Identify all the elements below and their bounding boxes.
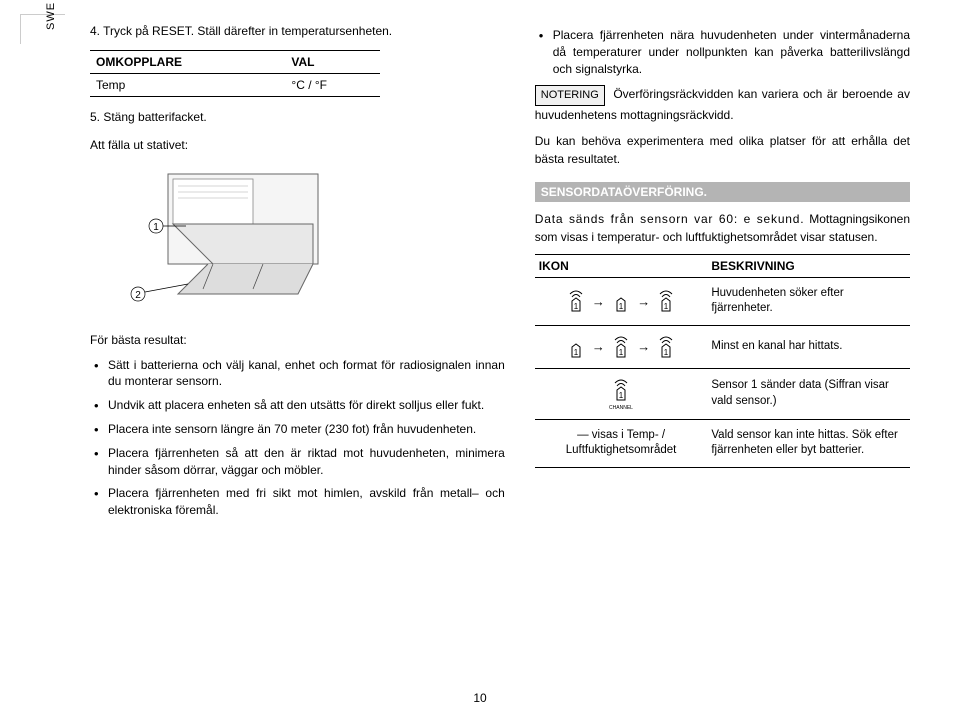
list-item: Placera fjärrenheten med fri sikt mot hi… [90,485,505,519]
arrow-icon: → [592,294,605,309]
notice-para2: Du kan behöva experimentera med olika pl… [535,132,910,168]
notice-tag: NOTERING [535,85,605,106]
right-top-list: Placera fjärrenheten nära huvudenheten u… [535,27,910,77]
signal-icon: 1 [655,334,677,360]
table-row: 1 CHANNEL Sensor 1 sänder data (Siffran v… [535,368,910,419]
table-row: 1 → 1 → 1 Huvudenheten söker efter fjärr… [535,277,910,325]
signal-icon: 1 [655,288,677,314]
svg-text:1: 1 [664,348,669,357]
step-4: 4. Tryck på RESET. Ställ därefter in tem… [90,23,505,40]
step-text: Tryck på RESET. Ställ därefter in temper… [103,24,392,38]
notice-para: NOTERING Överföringsräckvidden kan varie… [535,85,910,124]
step-num: 4. [90,24,103,38]
side-label: SWE [45,2,57,30]
svg-text:1: 1 [619,391,624,400]
step-num: 5. [90,110,103,124]
svg-text:1: 1 [664,302,669,311]
list-item: Sätt i batterierna och välj kanal, enhet… [90,357,505,391]
sensor-line1: Data sänds från sensorn var 60: e sekund… [535,212,805,226]
svg-text:2: 2 [135,290,141,301]
stand-diagram: 1 2 [118,164,505,317]
signal-icon: 1 [565,288,587,314]
icon-cell: 1 → 1 → 1 [535,325,708,368]
icon-cell: 1 → 1 → 1 [535,277,708,325]
right-column: Placera fjärrenheten nära huvudenheten u… [535,20,910,526]
signal-icon: 1 [565,334,587,360]
list-item: Placera fjärrenheten så att den är rikta… [90,445,505,479]
desc-cell: Minst en kanal har hittats. [707,325,910,368]
desc-cell: Vald sensor kan inte hittas. Sök efter f… [707,419,910,467]
signal-icon: 1 [610,334,632,360]
table-header: VAL [285,50,380,73]
arrow-icon: → [637,294,650,309]
table-cell: Temp [90,73,285,96]
arrow-icon: → [637,339,650,354]
icon-cell: 1 CHANNEL [535,368,708,419]
step-text: Stäng batterifacket. [103,110,206,124]
best-results-list: Sätt i batterierna och välj kanal, enhet… [90,357,505,519]
svg-text:1: 1 [619,348,624,357]
list-item: Undvik att placera enheten så att den ut… [90,397,505,414]
table-row: 1 → 1 → 1 Minst en kanal har hittats. [535,325,910,368]
svg-text:CHANNEL: CHANNEL [609,405,633,411]
svg-text:1: 1 [619,302,624,311]
left-column: 4. Tryck på RESET. Ställ därefter in tem… [90,20,505,526]
table-header: OMKOPPLARE [90,50,285,73]
best-results-title: För bästa resultat: [90,331,505,349]
table-header: IKON [535,254,708,277]
list-item: Placera fjärrenheten nära huvudenheten u… [535,27,910,77]
page-number: 10 [473,691,486,705]
table-row: — visas i Temp- / Luftfuktighetsområdet … [535,419,910,467]
icon-table: IKON BESKRIVNING 1 → 1 → 1 Huvudenheten … [535,254,910,468]
corner-rule [20,14,65,44]
svg-text:1: 1 [153,222,159,233]
table-cell: °C / °F [285,73,380,96]
svg-text:1: 1 [573,348,578,357]
svg-text:1: 1 [573,302,578,311]
desc-cell: Sensor 1 sänder data (Siffran visar vald… [707,368,910,419]
list-item: Placera inte sensorn längre än 70 meter … [90,421,505,438]
signal-channel-icon: 1 CHANNEL [608,377,634,411]
stativ-label: Att fälla ut stativet: [90,136,505,154]
desc-cell: Huvudenheten söker efter fjärrenheter. [707,277,910,325]
step-5: 5. Stäng batterifacket. [90,109,505,126]
signal-icon: 1 [610,288,632,314]
switch-table: OMKOPPLARE VAL Temp °C / °F [90,50,380,97]
sensor-text: Data sänds från sensorn var 60: e sekund… [535,210,910,246]
content-columns: 4. Tryck på RESET. Ställ därefter in tem… [90,20,910,526]
section-title: SENSORDATAÖVERFÖRING. [535,182,910,202]
table-header: BESKRIVNING [707,254,910,277]
arrow-icon: → [592,339,605,354]
icon-cell: — visas i Temp- / Luftfuktighetsområdet [535,419,708,467]
